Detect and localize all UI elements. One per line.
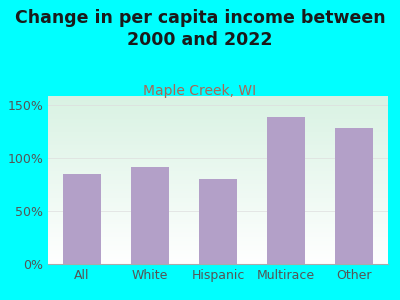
Bar bbox=[63, 174, 101, 264]
Bar bbox=[131, 167, 169, 264]
Bar bbox=[335, 128, 373, 264]
Text: Change in per capita income between
2000 and 2022: Change in per capita income between 2000… bbox=[15, 9, 385, 49]
Bar bbox=[267, 117, 305, 264]
Bar bbox=[199, 179, 237, 264]
Text: Maple Creek, WI: Maple Creek, WI bbox=[144, 84, 256, 98]
